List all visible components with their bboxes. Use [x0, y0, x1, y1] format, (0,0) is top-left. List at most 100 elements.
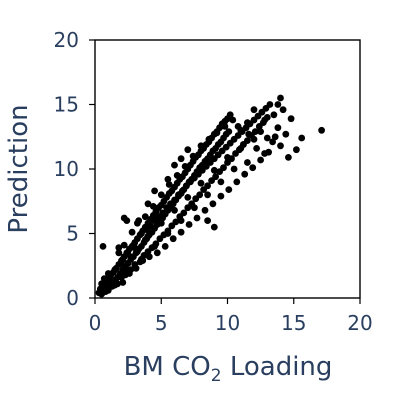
data-point — [250, 106, 258, 114]
x-tick-label: 0 — [89, 311, 102, 335]
data-point — [204, 182, 212, 190]
data-point — [265, 148, 272, 156]
data-point — [249, 164, 257, 172]
y-tick-label: 0 — [66, 286, 79, 310]
data-point — [165, 181, 173, 188]
x-tick-label: 5 — [155, 311, 168, 335]
data-point — [213, 129, 221, 137]
data-point — [197, 142, 205, 150]
data-point — [241, 170, 249, 178]
data-point — [237, 145, 245, 152]
data-point — [220, 164, 227, 172]
data-point — [145, 253, 153, 261]
data-point — [151, 187, 159, 195]
data-point — [274, 101, 282, 108]
data-point — [212, 173, 220, 181]
data-point — [217, 178, 225, 186]
data-point — [209, 200, 217, 208]
data-point — [250, 135, 258, 143]
data-point — [287, 115, 295, 123]
data-point — [164, 175, 172, 183]
data-point — [221, 123, 229, 130]
data-point — [131, 244, 139, 252]
data-point — [253, 145, 260, 152]
data-point — [225, 186, 233, 194]
data-point — [191, 204, 198, 212]
y-tick-label: 15 — [54, 93, 79, 117]
data-point — [229, 116, 237, 124]
data-point — [184, 194, 192, 201]
y-tick-label: 20 — [54, 28, 79, 52]
data-point — [298, 134, 306, 142]
data-point — [251, 128, 259, 136]
data-point — [171, 196, 178, 204]
data-point — [104, 270, 112, 277]
y-axis-title: Prediction — [4, 104, 34, 233]
plot-area — [95, 40, 360, 298]
x-tick-label: 20 — [347, 311, 372, 335]
data-point — [144, 200, 152, 208]
data-point — [263, 134, 271, 142]
data-point — [177, 155, 185, 163]
data-point — [285, 154, 292, 161]
data-point — [269, 138, 276, 146]
data-point — [115, 249, 123, 257]
data-point — [201, 206, 209, 214]
data-point — [161, 243, 169, 250]
data-point — [173, 172, 181, 179]
data-point — [277, 142, 284, 150]
data-point — [180, 209, 188, 217]
data-point — [171, 161, 178, 169]
data-point — [205, 135, 213, 143]
data-point — [124, 268, 132, 276]
data-point — [123, 217, 131, 225]
data-point — [99, 243, 107, 250]
data-point — [225, 128, 233, 136]
y-axis: 0 5 10 15 20 — [54, 28, 95, 310]
data-point — [257, 128, 264, 136]
y-tick-label: 5 — [66, 222, 79, 246]
data-point — [271, 133, 279, 141]
x-axis-title: BM CO2 Loading — [124, 352, 333, 386]
data-point — [270, 111, 278, 119]
data-point — [181, 163, 189, 170]
data-point — [226, 111, 234, 119]
data-point — [274, 124, 282, 132]
data-point — [279, 106, 287, 114]
data-point — [111, 281, 119, 289]
data-point — [138, 255, 145, 263]
data-point — [210, 166, 218, 174]
data-point — [282, 130, 290, 138]
data-point — [144, 232, 152, 240]
points-layer — [95, 94, 325, 298]
data-point — [210, 223, 218, 231]
data-point — [141, 213, 149, 221]
data-point — [157, 219, 165, 227]
data-point — [147, 222, 155, 230]
y-tick-label: 10 — [54, 157, 79, 181]
data-point — [196, 191, 204, 199]
data-point — [204, 217, 212, 225]
data-point — [134, 219, 141, 227]
x-tick-label: 15 — [281, 311, 306, 335]
data-point — [318, 126, 325, 134]
data-point — [151, 243, 159, 250]
data-point — [257, 156, 264, 164]
data-point — [157, 191, 165, 199]
data-point — [111, 266, 119, 273]
data-point — [169, 235, 177, 243]
data-point — [233, 178, 241, 186]
data-point — [149, 203, 157, 210]
data-point — [119, 279, 127, 286]
data-point — [204, 191, 212, 199]
data-point — [98, 280, 105, 288]
data-point — [234, 123, 242, 130]
data-point — [184, 146, 192, 154]
data-point — [244, 159, 251, 166]
data-point — [277, 94, 284, 102]
data-point — [197, 179, 205, 187]
data-point — [128, 228, 136, 236]
x-axis: 0 5 10 15 20 — [89, 298, 373, 335]
data-point — [293, 146, 300, 154]
